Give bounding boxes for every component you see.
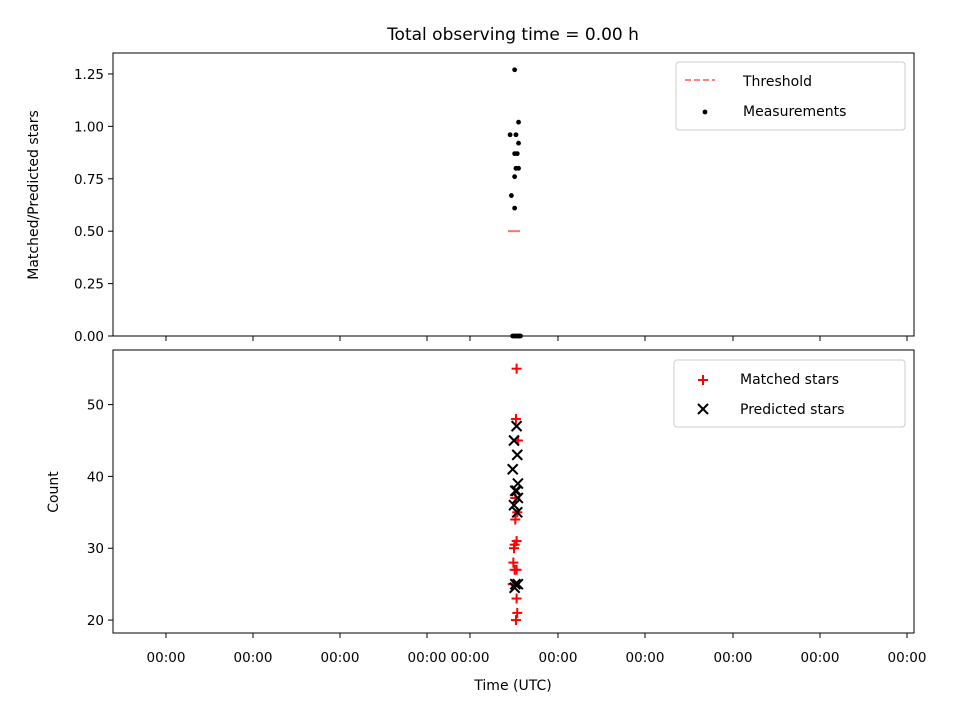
predicted-star-point	[510, 420, 523, 432]
matched-star-point	[510, 615, 521, 626]
matched-star-point	[509, 564, 520, 575]
matched-star-point	[511, 593, 522, 604]
bottom-y-tick-label: 50	[87, 398, 104, 414]
measurement-point	[513, 132, 519, 138]
predicted-star-point	[512, 492, 524, 504]
bottom-y-axis-label: Count	[46, 471, 62, 513]
bottom-x-tick-label: 00:00	[408, 650, 447, 666]
top-panel: 0.00 0.25 0.50 0.75 1.00 1.25 Matched/Predict…	[26, 52, 915, 345]
top-y-tick-label: 0.50	[74, 224, 104, 240]
top-y-tick-label: 0.25	[74, 277, 104, 293]
legend-measurements-label: Measurements	[743, 104, 846, 120]
top-chart-title: Total observing time = 0.00 h	[386, 25, 639, 45]
legend-predicted-swatch	[697, 403, 709, 415]
bottom-x-tick-label: 00:00	[714, 650, 753, 666]
measurement-point	[512, 174, 518, 180]
bottom-legend: Matched stars Predicted stars	[673, 359, 906, 428]
bottom-x-tick-label: 00:00	[888, 650, 927, 666]
matched-star-point	[511, 363, 522, 374]
predicted-star-point	[506, 463, 519, 475]
bottom-x-tick-label: 00:00	[451, 650, 490, 666]
legend-matched-label: Matched stars	[740, 372, 839, 388]
top-y-ticks: 0.00 0.25 0.50 0.75 1.00 1.25	[74, 67, 113, 345]
bottom-legend-box	[673, 359, 906, 428]
measurement-point	[516, 140, 521, 146]
bottom-x-tick-label: 00:00	[539, 650, 578, 666]
predicted-star-point	[511, 506, 523, 519]
top-y-tick-label: 1.25	[74, 67, 104, 83]
matched-star-point	[509, 543, 519, 554]
measurement-point	[512, 205, 518, 211]
predicted-star-point	[511, 449, 523, 461]
top-y-tick-label: 0.00	[74, 329, 104, 345]
predicted-star-point	[508, 582, 521, 594]
bottom-x-tick-label: 00:00	[321, 650, 360, 666]
bottom-data-marks	[506, 363, 524, 626]
top-y-axis-label: Matched/Predicted stars	[26, 110, 42, 280]
top-y-tick-label: 1.00	[74, 119, 104, 135]
measurement-point	[518, 333, 523, 339]
bottom-y-tick-label: 20	[87, 613, 104, 629]
bottom-x-tick-label: 00:00	[234, 650, 273, 666]
legend-threshold-label: Threshold	[742, 74, 812, 90]
legend-matched-swatch	[698, 375, 708, 385]
matched-star-point	[510, 514, 521, 525]
predicted-star-point	[508, 499, 520, 511]
bottom-x-tick-label: 00:00	[626, 650, 665, 666]
top-legend: Threshold Measurements	[675, 61, 906, 131]
matched-star-point	[512, 607, 523, 618]
matched-star-point	[510, 413, 521, 424]
bottom-x-tick-label: 00:00	[147, 650, 186, 666]
top-legend-box	[675, 61, 906, 131]
legend-measurements-swatch	[702, 109, 708, 115]
bottom-x-tick-label: 00:00	[801, 650, 840, 666]
legend-predicted-label: Predicted stars	[740, 402, 845, 418]
bottom-plot-frame	[112, 349, 915, 634]
bottom-x-ticks: 00:00 00:00 00:00 00:00 00:00 00:00 00:00 00:00…	[147, 633, 927, 666]
measurement-point	[512, 67, 518, 73]
top-y-tick-label: 0.75	[74, 172, 104, 188]
top-data-marks	[507, 67, 523, 339]
bottom-y-tick-label: 30	[87, 541, 104, 557]
measurement-point	[509, 193, 514, 198]
top-x-ticks	[165, 336, 908, 341]
matched-star-point	[508, 557, 519, 568]
predicted-star-point	[508, 434, 520, 447]
measurement-point	[516, 119, 521, 125]
measurement-point	[507, 132, 513, 138]
measurement-point	[516, 165, 521, 171]
bottom-y-ticks: 20 30 40 50	[87, 398, 113, 629]
bottom-y-tick-label: 40	[87, 469, 104, 485]
predicted-star-point	[509, 578, 522, 590]
measurement-point	[514, 151, 520, 157]
bottom-x-axis-label: Time (UTC)	[473, 678, 551, 694]
